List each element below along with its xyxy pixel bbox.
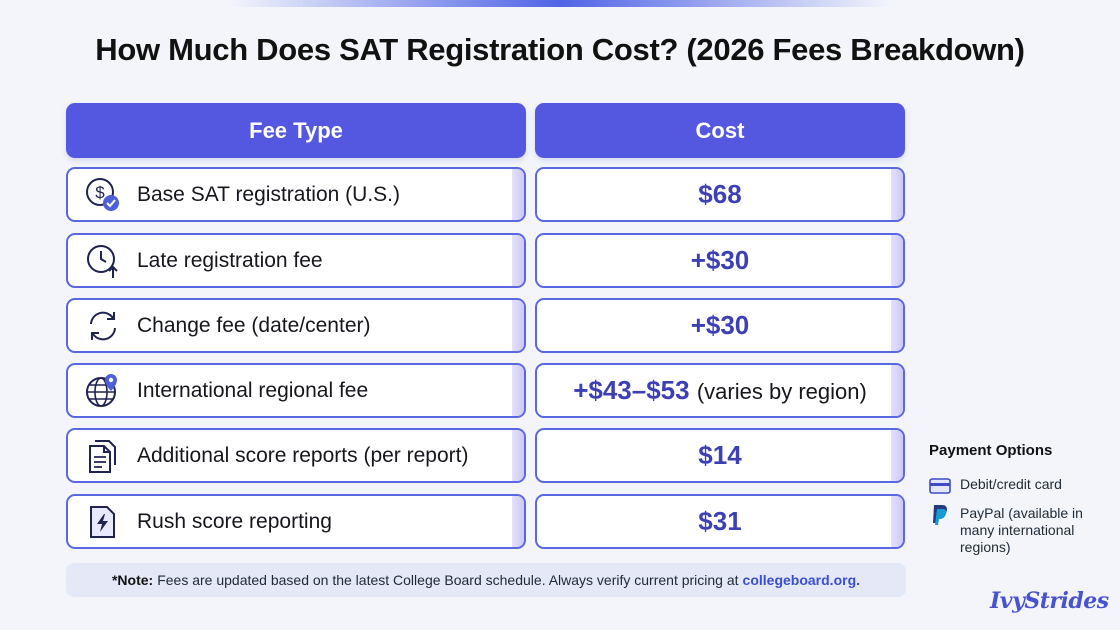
payment-item-paypal: PayPal (available in many international … (929, 505, 1110, 556)
brand-logo: IvyStrides (990, 588, 1109, 614)
cost-value: $14 (698, 440, 742, 470)
note-banner: *Note: Fees are updated based on the lat… (66, 563, 906, 597)
fee-row-late-registration: Late registration fee (66, 233, 526, 288)
payment-label: Debit/credit card (960, 476, 1062, 492)
credit-card-icon (929, 476, 951, 496)
header-cost: Cost (535, 103, 905, 158)
fee-label: Additional score reports (per report) (137, 443, 469, 467)
cost-value: $31 (698, 506, 742, 536)
cost-cell: +$30 (535, 233, 905, 288)
fee-label: Rush score reporting (137, 509, 332, 533)
fee-row-base-registration: $ Base SAT registration (U.S.) (66, 167, 526, 222)
fee-label: Change fee (date/center) (137, 313, 371, 337)
cost-value: $68 (698, 179, 742, 209)
clock-arrow-icon (83, 241, 123, 281)
page-title: How Much Does SAT Registration Cost? (20… (95, 32, 1025, 67)
note-label: *Note: (111, 572, 154, 588)
cost-cell: $68 (535, 167, 905, 222)
fee-row-international: International regional fee (66, 363, 526, 418)
cost-cell: $14 (535, 428, 905, 483)
svg-text:$: $ (95, 183, 105, 202)
paypal-icon (929, 505, 951, 525)
payment-options-title: Payment Options (929, 442, 1053, 459)
globe-pin-icon (83, 371, 123, 411)
top-accent-bar (230, 0, 890, 7)
cost-value: +$30 (690, 245, 750, 275)
documents-icon (83, 436, 123, 476)
note-text: Fees are updated based on the latest Col… (157, 572, 739, 588)
lightning-file-icon (83, 502, 123, 542)
cost-cell: +$43–$53 (varies by region) (535, 363, 905, 418)
fee-label: International regional fee (137, 378, 369, 402)
payment-label: PayPal (available in many international … (960, 505, 1083, 555)
collegeboard-link[interactable]: collegeboard.org. (742, 572, 861, 588)
cost-cell: +$30 (535, 298, 905, 353)
cost-value: +$43–$53 (varies by region) (573, 375, 867, 406)
payment-item-card: Debit/credit card (929, 476, 1110, 496)
fee-label: Late registration fee (137, 248, 323, 272)
cost-cell: $31 (535, 494, 905, 549)
cost-amount: +$43–$53 (573, 375, 690, 405)
fee-row-change-fee: Change fee (date/center) (66, 298, 526, 353)
cost-value: +$30 (690, 310, 750, 340)
cost-note: (varies by region) (696, 379, 867, 404)
fee-label: Base SAT registration (U.S.) (137, 182, 400, 206)
dollar-check-icon: $ (83, 175, 123, 215)
fee-row-rush-reporting: Rush score reporting (66, 494, 526, 549)
refresh-icon (83, 306, 123, 346)
header-fee-type: Fee Type (66, 103, 526, 158)
fee-row-score-reports: Additional score reports (per report) (66, 428, 526, 483)
